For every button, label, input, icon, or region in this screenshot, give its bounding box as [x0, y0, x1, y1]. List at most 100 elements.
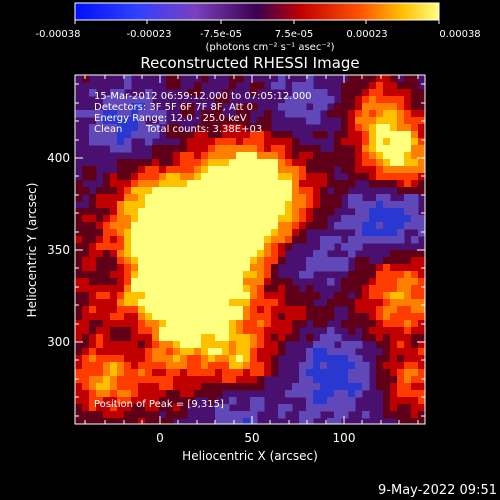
heatmap-cell: [306, 145, 314, 153]
heatmap-cell: [103, 292, 111, 300]
heatmap-cell: [145, 208, 153, 216]
heatmap-cell: [376, 166, 384, 174]
heatmap-cell: [355, 236, 363, 244]
heatmap-cell: [138, 271, 146, 279]
heatmap-cell: [320, 103, 328, 111]
heatmap-cell: [327, 180, 335, 188]
heatmap-cell: [341, 124, 349, 132]
heatmap-cell: [383, 152, 391, 160]
heatmap-cell: [327, 159, 335, 167]
heatmap-cell: [285, 236, 293, 244]
heatmap-cell: [131, 187, 139, 195]
heatmap-cell: [173, 131, 181, 139]
heatmap-cell: [131, 292, 139, 300]
heatmap-cell: [208, 222, 216, 230]
heatmap-cell: [243, 264, 251, 272]
heatmap-cell: [201, 362, 209, 370]
heatmap-cell: [131, 306, 139, 314]
heatmap-cell: [208, 397, 216, 405]
heatmap-cell: [229, 355, 237, 363]
heatmap-cell: [131, 299, 139, 307]
heatmap-cell: [201, 292, 209, 300]
heatmap-cell: [229, 152, 237, 160]
heatmap-cell: [369, 152, 377, 160]
y-tick-label: 400: [47, 151, 70, 165]
heatmap-cell: [313, 257, 321, 265]
heatmap-cell: [278, 194, 286, 202]
heatmap-cell: [404, 418, 412, 424]
heatmap-cell: [362, 278, 370, 286]
heatmap-cell: [124, 180, 132, 188]
heatmap-cell: [411, 152, 419, 160]
heatmap-cell: [327, 362, 335, 370]
heatmap-cell: [404, 131, 412, 139]
heatmap-cell: [138, 348, 146, 356]
heatmap-cell: [173, 404, 181, 412]
heatmap-cell: [229, 264, 237, 272]
heatmap-cell: [271, 215, 279, 223]
heatmap-cell: [187, 383, 195, 391]
heatmap-cell: [201, 327, 209, 335]
heatmap-cell: [271, 145, 279, 153]
heatmap-cell: [404, 96, 412, 104]
heatmap-cell: [390, 355, 398, 363]
heatmap-cell: [411, 320, 419, 328]
heatmap-cell: [124, 166, 132, 174]
clean-label: Clean: [94, 124, 122, 135]
heatmap-cell: [390, 180, 398, 188]
heatmap-cell: [383, 299, 391, 307]
heatmap-cell: [411, 75, 419, 83]
heatmap-cell: [411, 327, 419, 335]
heatmap-cell: [236, 348, 244, 356]
heatmap-cell: [348, 152, 356, 160]
heatmap-cell: [117, 278, 125, 286]
heatmap-cell: [236, 124, 244, 132]
heatmap-cell: [250, 166, 258, 174]
heatmap-cell: [96, 194, 104, 202]
heatmap-cell: [411, 187, 419, 195]
heatmap-cell: [411, 264, 419, 272]
heatmap-cell: [82, 390, 90, 398]
heatmap-cell: [173, 222, 181, 230]
heatmap-cell: [75, 369, 83, 377]
heatmap-cell: [180, 369, 188, 377]
heatmap-cell: [96, 285, 104, 293]
heatmap-cell: [152, 404, 160, 412]
heatmap-cell: [236, 173, 244, 181]
heatmap-cell: [194, 173, 202, 181]
energy-range-text: Energy Range: 12.0 - 25.0 keV: [94, 113, 247, 124]
heatmap-cell: [334, 201, 342, 209]
heatmap-cell: [236, 362, 244, 370]
heatmap-cell: [131, 243, 139, 251]
heatmap-cell: [306, 159, 314, 167]
heatmap-cell: [397, 236, 405, 244]
heatmap-cell: [390, 89, 398, 97]
heatmap-cell: [404, 271, 412, 279]
heatmap-cell: [131, 390, 139, 398]
heatmap-cell: [264, 152, 272, 160]
heatmap-cell: [117, 383, 125, 391]
heatmap-cell: [138, 306, 146, 314]
heatmap-cell: [166, 236, 174, 244]
heatmap-cell: [376, 96, 384, 104]
heatmap-cell: [96, 397, 104, 405]
heatmap-cell: [103, 411, 111, 419]
heatmap-cell: [292, 383, 300, 391]
heatmap-cell: [166, 166, 174, 174]
heatmap-cell: [271, 173, 279, 181]
heatmap-cell: [236, 327, 244, 335]
heatmap-cell: [110, 110, 118, 118]
heatmap-cell: [362, 299, 370, 307]
heatmap-cell: [306, 348, 314, 356]
heatmap-cell: [327, 152, 335, 160]
heatmap-cell: [390, 404, 398, 412]
heatmap-cell: [103, 313, 111, 321]
heatmap-cell: [355, 138, 363, 146]
heatmap-cell: [355, 110, 363, 118]
heatmap-cell: [222, 341, 230, 349]
heatmap-cell: [404, 341, 412, 349]
heatmap-cell: [208, 313, 216, 321]
heatmap-cell: [124, 390, 132, 398]
heatmap-cell: [110, 222, 118, 230]
heatmap-cell: [117, 222, 125, 230]
